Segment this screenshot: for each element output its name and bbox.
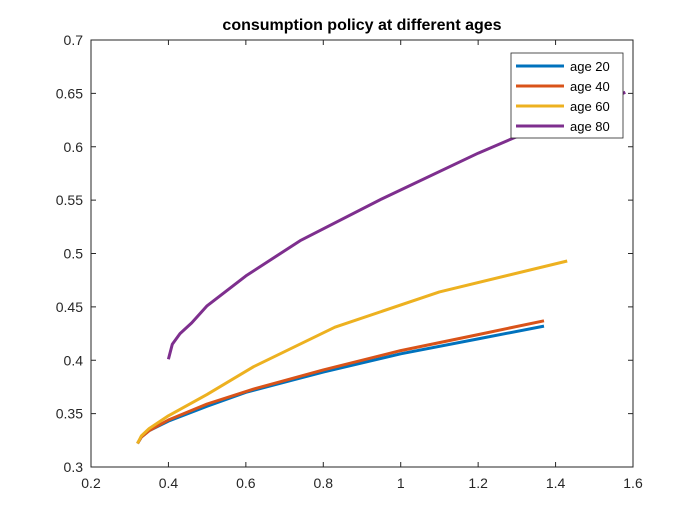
x-tick-label: 0.8 <box>314 475 334 491</box>
y-axis: 0.3 0.35 0.4 0.45 0.5 0.55 0.6 0.65 0.7 <box>56 32 633 475</box>
series-lines <box>136 90 626 445</box>
series-line-age-60 <box>136 259 568 445</box>
y-tick-label: 0.5 <box>64 246 84 262</box>
chart-title: consumption policy at different ages <box>222 17 501 34</box>
y-tick-label: 0.55 <box>56 192 83 208</box>
x-tick-label: 1.4 <box>546 475 566 491</box>
y-tick-label: 0.7 <box>64 32 84 48</box>
y-tick-label: 0.35 <box>56 406 83 422</box>
legend-label: age 60 <box>570 99 610 114</box>
y-tick-label: 0.3 <box>64 459 84 475</box>
x-tick-label: 0.4 <box>159 475 179 491</box>
x-tick-label: 0.2 <box>81 475 101 491</box>
y-tick-label: 0.6 <box>64 139 84 155</box>
legend: age 20 age 40 age 60 age 80 <box>510 52 624 139</box>
x-tick-label: 0.6 <box>236 475 256 491</box>
y-tick-label: 0.45 <box>56 299 83 315</box>
x-tick-label: 1 <box>397 475 405 491</box>
y-tick-label: 0.65 <box>56 85 83 101</box>
x-tick-label: 1.6 <box>623 475 643 491</box>
x-axis: 0.2 0.4 0.6 0.8 1 1.2 1.4 1.6 <box>81 40 643 491</box>
x-tick-label: 1.2 <box>468 475 488 491</box>
legend-label: age 40 <box>570 79 610 94</box>
legend-label: age 20 <box>570 59 610 74</box>
series-line-age-80 <box>166 90 626 360</box>
y-tick-label: 0.4 <box>64 352 84 368</box>
legend-label: age 80 <box>570 119 610 134</box>
